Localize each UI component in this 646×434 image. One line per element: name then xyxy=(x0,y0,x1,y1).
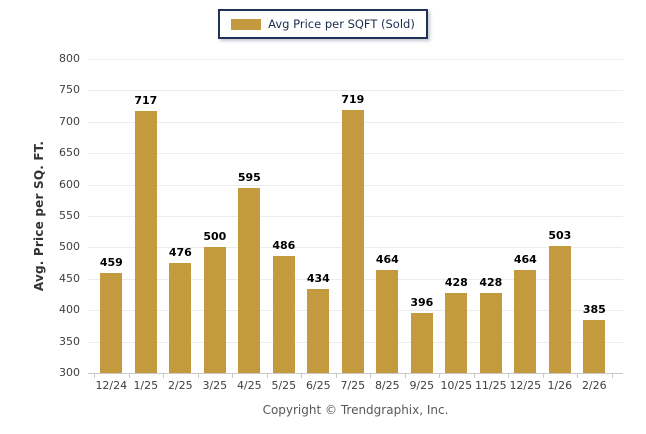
y-axis-tick-label: 550 xyxy=(59,209,80,222)
bar-value-label: 464 xyxy=(375,253,399,266)
x-axis-tick xyxy=(439,373,440,378)
x-axis-tick-label: 8/25 xyxy=(374,379,400,392)
x-axis-tick xyxy=(404,373,406,378)
x-axis-line xyxy=(88,373,623,374)
bar-value-label: 434 xyxy=(306,271,330,285)
x-axis-tick-label: 7/25 xyxy=(340,379,366,392)
bar-value-label: 476 xyxy=(168,245,192,259)
bar xyxy=(203,247,226,373)
x-axis-tick xyxy=(197,373,199,378)
bar xyxy=(238,187,261,373)
x-axis-tick-label: 11/25 xyxy=(474,379,507,392)
y-axis-tick-label: 800 xyxy=(59,52,80,65)
x-axis-tick-label: 5/25 xyxy=(271,379,297,392)
x-axis-tick xyxy=(128,373,130,378)
bar-value-label: 486 xyxy=(272,239,296,253)
y-axis-tick-label: 500 xyxy=(59,240,80,254)
bar-value-label: 717 xyxy=(134,94,158,108)
y-axis-tick-label: 700 xyxy=(59,114,80,128)
y-axis-title: Avg. Price per SQ. FT. xyxy=(32,140,46,292)
x-axis-tick-label: 2/26 xyxy=(581,379,607,392)
legend-swatch-icon xyxy=(231,18,262,30)
bar-value-label: 503 xyxy=(548,228,572,242)
bar-value-label: 500 xyxy=(203,230,227,244)
bar-value-label: 396 xyxy=(410,295,434,309)
x-axis-tick-label: 12/25 xyxy=(509,379,542,392)
bar-value-label: 464 xyxy=(513,253,537,266)
bar xyxy=(307,288,330,373)
bar xyxy=(169,262,192,373)
bar xyxy=(548,245,571,373)
legend: Avg Price per SQFT (Sold) xyxy=(218,9,428,39)
bar xyxy=(134,111,157,373)
y-axis-tick-label: 400 xyxy=(59,303,80,317)
plot-area: 300 350 400 450 500 550 600 650 700 750 800 459 12/2… xyxy=(59,53,623,392)
x-axis-tick-label: 3/25 xyxy=(202,379,228,392)
bar-value-label: 595 xyxy=(237,170,261,184)
bar-value-label: 719 xyxy=(341,92,365,106)
bar xyxy=(479,292,502,373)
y-axis-tick-label: 350 xyxy=(59,334,80,348)
x-axis-tick-label: 1/26 xyxy=(547,379,573,392)
x-axis-tick xyxy=(508,373,509,378)
x-axis-tick xyxy=(473,373,475,378)
x-axis-tick-label: 12/24 xyxy=(95,379,128,392)
x-axis-tick-label: 2/25 xyxy=(167,379,193,392)
x-axis-tick-label: 10/25 xyxy=(440,379,473,392)
bar xyxy=(514,270,537,373)
y-axis-tick-label: 300 xyxy=(59,366,80,379)
bar-value-label: 385 xyxy=(582,302,606,316)
legend-label: Avg Price per SQFT (Sold) xyxy=(268,17,415,31)
copyright-text: Copyright © Trendgraphix, Inc. xyxy=(262,403,449,417)
x-axis-tick xyxy=(611,373,613,378)
x-axis-tick xyxy=(542,373,544,378)
x-axis-tick xyxy=(266,373,268,378)
x-axis-tick xyxy=(335,373,337,378)
x-axis-tick xyxy=(577,373,578,378)
bar xyxy=(410,312,433,373)
bar xyxy=(376,270,399,373)
bar xyxy=(445,292,468,373)
x-axis-tick xyxy=(94,373,95,378)
y-axis-tick-label: 600 xyxy=(59,177,80,191)
x-axis-tick-label: 6/25 xyxy=(305,379,331,392)
bar xyxy=(583,319,606,373)
bar-value-label: 428 xyxy=(444,275,468,289)
y-axis-tick-label: 650 xyxy=(59,146,80,160)
x-axis-tick-label: 1/25 xyxy=(133,379,159,392)
y-gridline xyxy=(88,90,623,92)
x-axis-tick-label: 9/25 xyxy=(409,379,435,392)
x-axis-tick-label: 4/25 xyxy=(236,379,262,392)
y-axis-tick-label: 750 xyxy=(59,83,80,97)
bar xyxy=(272,256,295,373)
y-axis-tick-label: 450 xyxy=(59,271,80,285)
bar-value-label: 428 xyxy=(479,275,503,289)
x-axis-tick xyxy=(301,373,302,378)
x-axis-tick xyxy=(370,373,371,378)
y-gridline xyxy=(88,59,623,60)
bar xyxy=(100,273,123,373)
bar xyxy=(341,109,364,373)
bar-value-label: 459 xyxy=(99,256,123,270)
x-axis-tick xyxy=(232,373,233,378)
x-axis-tick xyxy=(163,373,164,378)
